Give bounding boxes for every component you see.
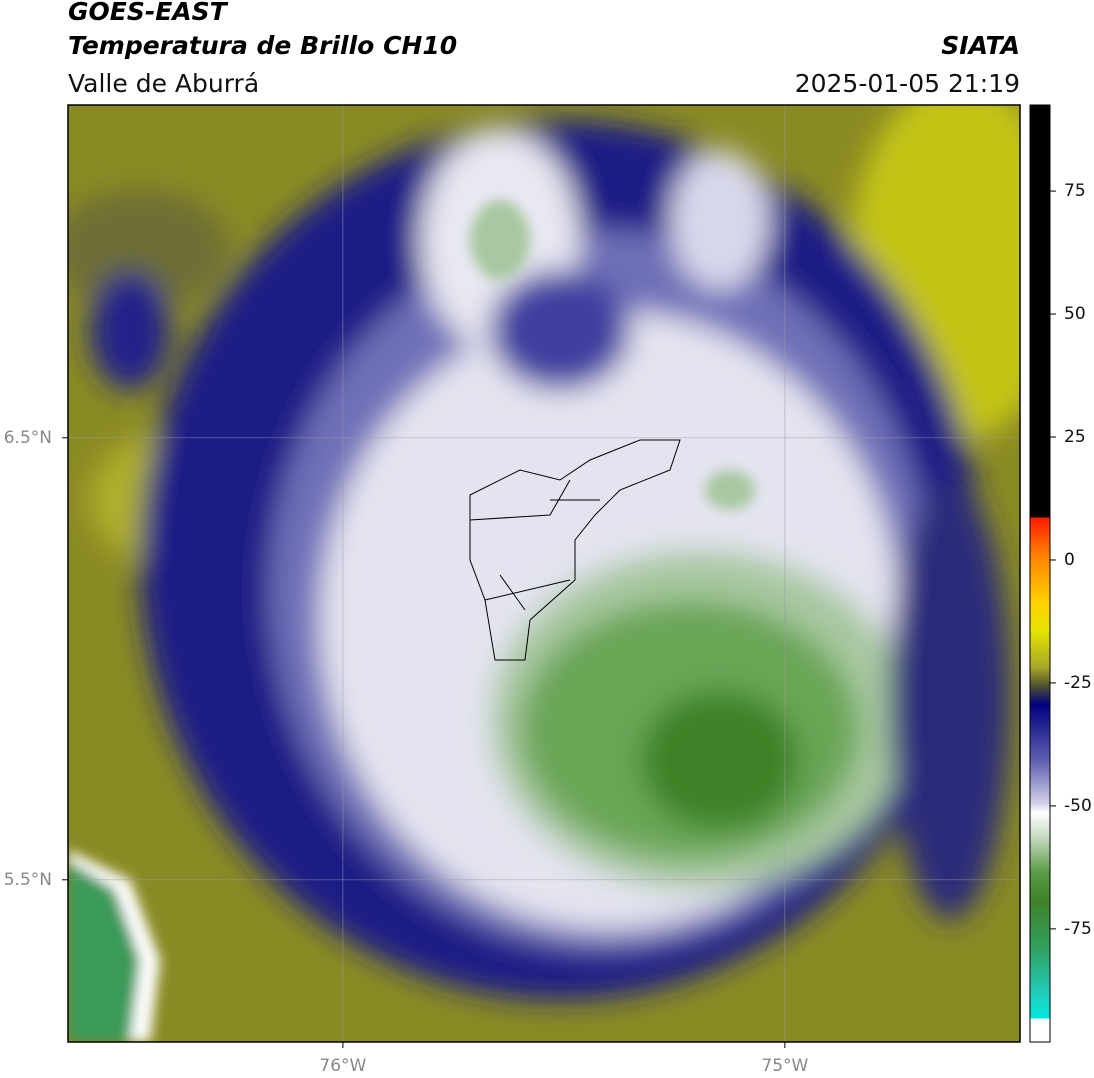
colorbar-tick-label: 0: [1064, 550, 1075, 570]
colorbar-tick-label: 75: [1064, 181, 1086, 201]
grid: [68, 105, 1020, 1042]
satellite-image: [68, 105, 1020, 1042]
x-tick-label: 76°W: [319, 1056, 366, 1076]
colorbar: [1029, 104, 1051, 1043]
title: GOES-EAST: [68, 0, 229, 26]
colorbar-tick-label: -25: [1064, 673, 1092, 693]
subtitle: Temperatura de Brillo CH10: [68, 31, 457, 60]
y-tick-label: 5.5°N: [4, 870, 52, 890]
colorbar-tick-label: 25: [1064, 427, 1086, 447]
source: SIATA: [941, 31, 1020, 60]
datetime: 2025-01-05 21:19: [795, 69, 1020, 98]
colorbar-tick-label: -75: [1064, 919, 1092, 939]
x-tick-label: 75°W: [761, 1056, 808, 1076]
colorbar-tick-label: -50: [1064, 796, 1092, 816]
map-frame: [67, 104, 1021, 1043]
region: Valle de Aburrá: [68, 69, 259, 98]
colorbar-tick-label: 50: [1064, 304, 1086, 324]
y-tick-label: 6.5°N: [4, 428, 52, 448]
